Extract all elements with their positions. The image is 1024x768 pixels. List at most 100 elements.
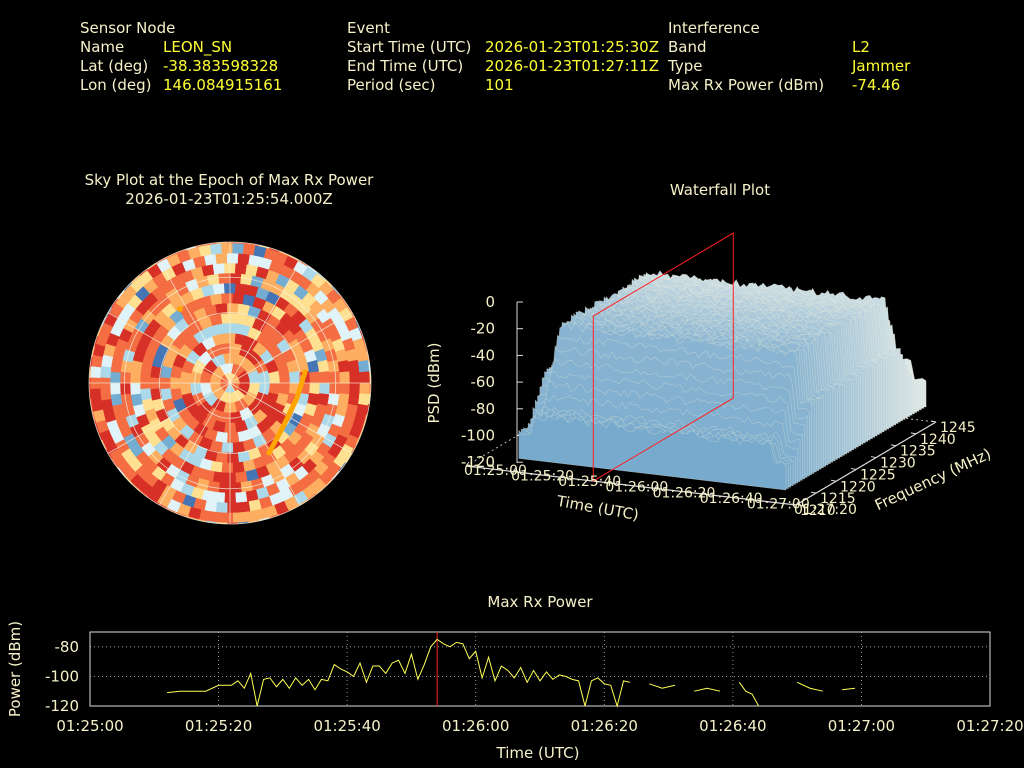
line-chart-x-tick-label: 01:25:00 [56, 717, 123, 735]
waterfall-surface [518, 270, 927, 491]
waterfall-time-tick [795, 500, 800, 506]
sky-spoke [229, 382, 353, 454]
waterfall-freq-tick [850, 467, 857, 470]
line-chart-x-tick-label: 01:26:20 [571, 717, 638, 735]
waterfall-z-tick-label: -60 [471, 373, 496, 391]
line-chart-series-segment [694, 687, 721, 692]
line-chart-x-tick-label: 01:25:20 [185, 717, 252, 735]
interference-power-value: -74.46 [852, 76, 901, 94]
line-chart-series-segment [167, 638, 631, 708]
event-heading: Event [347, 19, 390, 37]
waterfall-freq-tick [810, 491, 817, 494]
waterfall-z-tick-label: -20 [471, 320, 496, 338]
waterfall-z-tick-label: -40 [471, 346, 496, 364]
waterfall-time-tick [748, 495, 753, 500]
line-chart-y-tick-label: -100 [45, 667, 79, 685]
max-rx-power-title: Max Rx Power [487, 593, 593, 611]
waterfall-marker-plane [592, 232, 734, 482]
sky-cell [226, 522, 239, 524]
waterfall-time-tick-label: 01:25:20 [511, 469, 574, 485]
sky-cell [237, 242, 251, 245]
line-chart-x-label: Time (UTC) [496, 744, 580, 762]
sky-spoke [229, 382, 301, 506]
sky-cell [89, 388, 92, 401]
line-chart-frame [89, 631, 991, 707]
interference-type-value: Jammer [852, 57, 911, 75]
interference-power-label: Max Rx Power (dBm) [668, 76, 825, 94]
waterfall-freq-tick [790, 503, 797, 506]
waterfall-marker-frame [592, 232, 734, 482]
sky-cell [369, 382, 371, 395]
event-start-label: Start Time (UTC) [347, 38, 472, 56]
sky-cell [368, 393, 371, 406]
waterfall-time-tick [465, 461, 470, 467]
waterfall-z-tick-label: 0 [485, 293, 495, 311]
waterfall-freq-tick-label: 1235 [900, 444, 936, 460]
waterfall-freq-tick [910, 432, 917, 435]
waterfall-time-tick [654, 483, 658, 489]
line-chart-x-tick-label: 01:26:40 [699, 717, 766, 735]
waterfall-freq-tick-label: 1220 [840, 479, 876, 495]
waterfall-freq-tick-label: 1215 [820, 491, 856, 507]
waterfall-title: Waterfall Plot [669, 181, 771, 199]
waterfall-time-tick-label: 01:25:40 [558, 474, 621, 490]
line-chart-x-tick-label: 01:27:00 [828, 717, 895, 735]
sky-cell [89, 377, 91, 389]
waterfall-axes [465, 301, 937, 506]
line-chart-y-tick-label: -80 [55, 638, 80, 656]
event-end-value: 2026-01-23T01:27:11Z [485, 57, 659, 75]
sky-spoke [107, 382, 231, 454]
line-chart-x-tick-label: 01:27:20 [956, 717, 1023, 735]
line-chart-series-segment [738, 682, 760, 707]
sensor-heading: Sensor Node [80, 19, 176, 37]
waterfall-freq-tick [830, 479, 837, 482]
line-chart-series-segment [649, 683, 676, 689]
waterfall-time-tick [607, 478, 611, 484]
waterfall-time-tick [559, 472, 564, 478]
waterfall-time-tick-label: 01:27:20 [794, 502, 857, 518]
waterfall-freq-tick-label: 1245 [940, 420, 976, 436]
line-chart-y-label: Power (dBm) [6, 621, 24, 717]
line-chart-x-tick-label: 01:26:00 [442, 717, 509, 735]
waterfall-freq-tick [870, 456, 877, 459]
waterfall-time-tick [512, 467, 517, 472]
event-period-label: Period (sec) [347, 76, 436, 94]
waterfall-time-tick-label: 01:25:00 [464, 463, 527, 479]
sky-cell [369, 371, 371, 384]
line-chart-grid [89, 631, 991, 707]
waterfall-z-tick-label: -120 [461, 453, 495, 471]
interference-type-label: Type [668, 57, 703, 75]
sky-cell [215, 242, 228, 244]
line-chart-series-segment [842, 687, 856, 691]
sky-track-line [266, 369, 308, 456]
sky-grid [88, 241, 372, 525]
event-end-label: End Time (UTC) [347, 57, 464, 75]
waterfall-z-tick-label: -100 [461, 427, 495, 445]
waterfall-freq-tick-label: 1230 [880, 456, 916, 472]
sky-cell [215, 522, 228, 524]
sky-spoke [229, 312, 353, 384]
waterfall-time-tick-label: 01:26:00 [605, 480, 668, 496]
interference-band-label: Band [668, 38, 707, 56]
waterfall-time-tick-label: 01:27:00 [747, 496, 810, 512]
waterfall-freq-tick [890, 444, 897, 447]
sky-spoke [229, 260, 301, 384]
line-chart-series-segment [796, 681, 823, 692]
waterfall-surface-strip [518, 415, 787, 491]
line-chart-x-tick-label: 01:25:40 [313, 717, 380, 735]
waterfall-z-tick-label: -80 [471, 400, 496, 418]
sky-spoke [107, 312, 231, 384]
sky-cell [226, 242, 239, 244]
waterfall-freq-tick-label: 1225 [860, 467, 896, 483]
waterfall-time-tick-label: 01:26:20 [653, 485, 716, 501]
line-chart-y-tick-label: -120 [45, 697, 79, 715]
sky-plot-subtitle: 2026-01-23T01:25:54.000Z [125, 190, 333, 208]
sky-cell [89, 365, 92, 378]
event-start-value: 2026-01-23T01:25:30Z [485, 38, 659, 56]
line-chart-series [167, 638, 856, 708]
waterfall-z-label: PSD (dBm) [425, 342, 443, 423]
waterfall-time-tick [701, 489, 706, 495]
sensor-name-label: Name [80, 38, 125, 56]
